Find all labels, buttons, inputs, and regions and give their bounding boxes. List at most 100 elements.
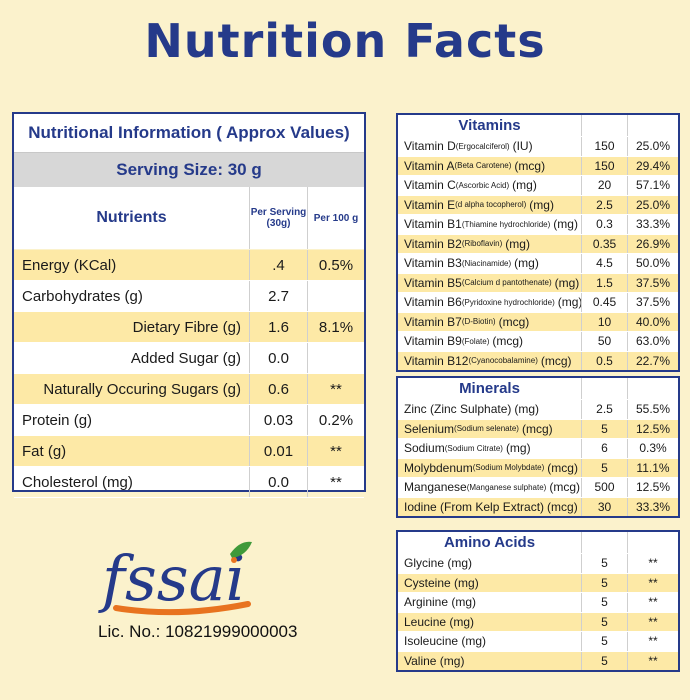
item-source: (Calcium d pantothenate) bbox=[461, 278, 552, 288]
column-headers: Nutrients Per Serving (30g) Per 100 g bbox=[14, 187, 364, 250]
item-name: Molybdenum (Sodium Molybdate) (mcg) bbox=[398, 458, 582, 477]
nutrient-name: Energy (KCal) bbox=[14, 250, 250, 280]
item-value: 5 bbox=[582, 593, 628, 612]
item-unit: (mg) bbox=[514, 402, 540, 417]
item-value: 5 bbox=[582, 612, 628, 631]
item-percent: 11.1% bbox=[636, 460, 670, 475]
item-name: Vitamin A (Beta Carotene) (mcg) bbox=[398, 156, 582, 175]
item-label: Vitamin B7 bbox=[404, 314, 462, 329]
item-name: Vitamin B1 (Thiamine hydrochloride) (mg) bbox=[398, 215, 582, 234]
item-label: Vitamin C bbox=[404, 178, 456, 193]
vitamins-table: Vitamins Vitamin D (Ergocalciferol) (IU) 15… bbox=[396, 113, 680, 372]
item-name: Cysteine (mg) bbox=[398, 573, 582, 592]
col-per-serving: Per Serving (30g) bbox=[250, 187, 308, 249]
table-row: Valine (mg) 5 ** bbox=[398, 650, 678, 670]
table-row: Vitamin D (Ergocalciferol) (IU) 150 25.0% bbox=[398, 136, 678, 156]
item-value: 5 bbox=[582, 651, 628, 670]
item-source: (Sodium Citrate) bbox=[444, 443, 503, 453]
table-row: Iodine (From Kelp Extract) (mcg) 30 33.3% bbox=[398, 496, 678, 516]
page-title: Nutrition Facts bbox=[144, 14, 546, 68]
item-value: 5 bbox=[582, 554, 628, 573]
item-value: 5 bbox=[582, 632, 628, 651]
item-percent: ** bbox=[648, 595, 658, 610]
item-label: Isoleucine (mg) bbox=[404, 634, 487, 649]
item-unit: (mcg) bbox=[540, 353, 572, 368]
per-serving-value: 0.03 bbox=[250, 405, 308, 435]
amino-header: Amino Acids bbox=[398, 532, 678, 553]
item-percent: 63.0% bbox=[635, 334, 671, 349]
per-serving-value: 1.6 bbox=[250, 312, 308, 342]
item-source: (Ascorbic Acid) bbox=[455, 180, 510, 190]
item-label: Leucine (mg) bbox=[404, 614, 475, 629]
table-row: Vitamin B6 (Pyridoxine hydrochloride) (mg)… bbox=[398, 292, 678, 312]
item-value: 500 bbox=[582, 478, 628, 497]
item-label: Glycine (mg) bbox=[404, 556, 473, 571]
item-source: (Pyridoxine hydrochloride) bbox=[461, 297, 555, 307]
item-percent: 0.3% bbox=[639, 441, 667, 456]
item-percent: 57.1% bbox=[635, 178, 671, 193]
nutrient-name: Dietary Fibre (g) bbox=[14, 312, 250, 342]
table-row: Cholesterol (mg) 0.0 ** bbox=[14, 467, 364, 498]
item-label: Molybdenum bbox=[404, 460, 473, 475]
table-row: Dietary Fibre (g) 1.6 8.1% bbox=[14, 312, 364, 343]
item-value: 2.5 bbox=[582, 195, 628, 214]
item-source: (Sodium Molybdate) bbox=[472, 463, 545, 473]
table-row: Manganese (Manganese sulphate) (mcg) 500 12.… bbox=[398, 477, 678, 497]
table-row: Vitamin B5 (Calcium d pantothenate) (mg) 1.… bbox=[398, 272, 678, 292]
table-row: Protein (g) 0.03 0.2% bbox=[14, 405, 364, 436]
table-row: Vitamin B9 (Folate) (mcg) 50 63.0% bbox=[398, 331, 678, 351]
table-row: Vitamin A (Beta Carotene) (mcg) 150 29.4% bbox=[398, 155, 678, 175]
item-value: 0.3 bbox=[582, 215, 628, 234]
item-unit: (mcg) bbox=[514, 158, 546, 173]
item-name: Selenium (Sodium selenate) (mcg) bbox=[398, 419, 582, 438]
item-label: Vitamin B1 bbox=[404, 217, 462, 232]
table-row: Isoleucine (mg) 5 ** bbox=[398, 631, 678, 651]
item-value: 1.5 bbox=[582, 273, 628, 292]
vitamins-heading: Vitamins bbox=[398, 115, 582, 136]
item-percent: 33.3% bbox=[635, 499, 671, 514]
item-percent: 40.0% bbox=[635, 314, 671, 329]
table-row: Vitamin B12 (Cyanocobalamine) (mcg) 0.5 22.7… bbox=[398, 350, 678, 370]
item-unit: (mg) bbox=[553, 217, 578, 232]
mineral-rows: Zinc (Zinc Sulphate) (mg) 2.5 55.5% Selenium… bbox=[398, 399, 678, 516]
table-row: Fat (g) 0.01 ** bbox=[14, 436, 364, 467]
item-label: Sodium bbox=[404, 441, 445, 456]
nutrient-name: Added Sugar (g) bbox=[14, 343, 250, 373]
per-serving-value: 0.0 bbox=[250, 343, 308, 373]
item-name: Vitamin B7 (D-Biotin) (mcg) bbox=[398, 312, 582, 331]
item-value: 150 bbox=[582, 137, 628, 156]
item-unit: (mg) bbox=[505, 236, 530, 251]
per-100g-value: ** bbox=[330, 442, 342, 460]
item-label: Vitamin B9 bbox=[404, 334, 462, 349]
item-source: (Thiamine hydrochloride) bbox=[461, 219, 551, 229]
item-value: 5 bbox=[582, 573, 628, 592]
item-name: Isoleucine (mg) bbox=[398, 632, 582, 651]
item-label: Selenium bbox=[404, 421, 455, 436]
item-label: Arginine (mg) bbox=[404, 595, 477, 610]
item-percent: 37.5% bbox=[635, 275, 671, 290]
per-serving-value: 0.0 bbox=[250, 467, 308, 497]
table-row: Vitamin C (Ascorbic Acid) (mg) 20 57.1% bbox=[398, 175, 678, 195]
item-name: Vitamin B2 (Riboflavin) (mg) bbox=[398, 234, 582, 253]
item-unit: (mcg) bbox=[498, 314, 530, 329]
item-percent: ** bbox=[648, 653, 658, 668]
table-row: Cysteine (mg) 5 ** bbox=[398, 572, 678, 592]
table-row: Energy (KCal) .4 0.5% bbox=[14, 250, 364, 281]
amino-heading: Amino Acids bbox=[398, 532, 582, 553]
minerals-heading: Minerals bbox=[398, 378, 582, 399]
per-serving-value: 2.7 bbox=[250, 281, 308, 311]
item-label: Valine (mg) bbox=[404, 653, 465, 668]
item-value: 20 bbox=[582, 176, 628, 195]
item-name: Zinc (Zinc Sulphate) (mg) bbox=[398, 400, 582, 419]
item-unit: (IU) bbox=[512, 139, 533, 154]
amino-rows: Glycine (mg) 5 ** Cysteine (mg) 5 ** Arginine … bbox=[398, 553, 678, 670]
fssai-logo-icon: fssai bbox=[98, 541, 252, 616]
item-value: 10 bbox=[582, 312, 628, 331]
serving-size: Serving Size: 30 g bbox=[14, 153, 364, 187]
nutrient-name: Naturally Occuring Sugars (g) bbox=[14, 374, 250, 404]
item-value: 0.35 bbox=[582, 234, 628, 253]
item-value: 5 bbox=[582, 419, 628, 438]
item-unit: (mg) bbox=[514, 256, 539, 271]
table-row: Zinc (Zinc Sulphate) (mg) 2.5 55.5% bbox=[398, 399, 678, 419]
col-per-100g: Per 100 g bbox=[313, 212, 359, 224]
